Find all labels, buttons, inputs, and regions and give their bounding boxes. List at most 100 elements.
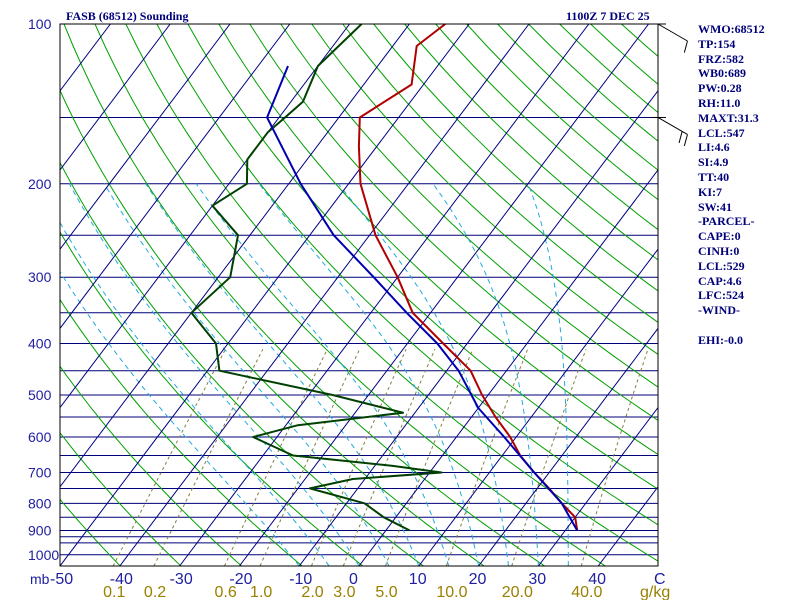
dry-adiabat-360 — [249, 24, 658, 421]
isotherm-lines — [0, 24, 658, 566]
mixing-ratio-5 — [384, 349, 474, 566]
chart-title: FASB (68512) Sounding — [66, 9, 188, 23]
dry-adiabat-310 — [94, 24, 606, 566]
temperature-tick-30: 30 — [528, 571, 546, 588]
isotherm--60 — [60, 24, 410, 488]
moist-adiabat-0 — [68, 183, 360, 566]
wind-barb-0 — [652, 23, 688, 53]
index-line-15: CINH:0 — [698, 243, 740, 258]
temperature-tick-C: C — [654, 571, 666, 588]
dry-adiabat-230 — [60, 498, 121, 566]
isotherm-10 — [418, 248, 658, 566]
pressure-tick-900: 900 — [28, 522, 52, 538]
pressure-tick-1000: 1000 — [28, 547, 59, 563]
dry-adiabat-350 — [218, 24, 658, 456]
dry-adiabat-320 — [125, 24, 658, 562]
dry-adiabat-300 — [63, 24, 545, 566]
index-line-2: FRZ:582 — [698, 51, 744, 66]
pressure-tick-200: 200 — [28, 176, 52, 192]
index-line-16: LCL:529 — [698, 258, 745, 273]
index-line-14: CAPE:0 — [698, 229, 741, 244]
mixing-ratio-20 — [511, 349, 587, 566]
isotherm--110 — [60, 24, 111, 92]
moist-adiabat--5 — [60, 221, 330, 566]
series-dewpoint — [190, 24, 443, 532]
index-line-11: KI:7 — [698, 184, 722, 199]
mixing-ratio-tick-g/kg: g/kg — [640, 584, 670, 600]
index-line-9: SI:4.9 — [698, 155, 729, 170]
moist-adiabat-25 — [337, 183, 509, 566]
index-line-7: LCL:547 — [698, 125, 745, 140]
isotherm--10 — [298, 89, 658, 566]
index-line-6: MAXT:31.3 — [698, 110, 759, 125]
isotherm-20 — [478, 327, 658, 566]
mixing-ratio-tick-0.2: 0.2 — [144, 584, 166, 600]
moist-adiabat-10 — [145, 183, 420, 566]
chart-time: 1100Z 7 DEC 25 — [566, 9, 650, 23]
dry-adiabat-330 — [156, 24, 658, 526]
mixing-ratio-lines — [112, 348, 649, 566]
mixing-ratio-tick-0.1: 0.1 — [103, 584, 125, 600]
pressure-tick-600: 600 — [28, 429, 52, 445]
temperature-tick-40: 40 — [588, 571, 606, 588]
isotherm-30 — [538, 406, 658, 566]
index-line-3: WB0:689 — [698, 66, 746, 81]
moist-adiabat-5 — [103, 183, 390, 566]
isotherm--90 — [60, 24, 231, 251]
index-line-4: PW:0.28 — [698, 81, 742, 96]
profile-series — [190, 24, 579, 532]
wind-barb-1 — [652, 116, 688, 147]
moist-adiabat-35 — [527, 183, 569, 566]
isotherm--30 — [179, 24, 590, 566]
pressure-tick-800: 800 — [28, 495, 52, 511]
isobar-lines — [60, 24, 658, 566]
pressure-unit: mb — [30, 571, 50, 587]
isotherm--100 — [60, 24, 171, 171]
temperature-tick--50: -50 — [50, 571, 73, 588]
index-line-18: LFC:524 — [698, 288, 744, 303]
moist-adiabat--10 — [60, 270, 300, 566]
mixing-ratio-1 — [259, 348, 361, 566]
dry-adiabats — [60, 24, 658, 566]
temperature-tick-0: 0 — [349, 571, 358, 588]
isotherm--50 — [60, 24, 470, 566]
temperature-tick-10: 10 — [409, 571, 427, 588]
mixing-ratio-tick-0.6: 0.6 — [214, 584, 236, 600]
mixing-ratio-tick-2.0: 2.0 — [301, 584, 323, 600]
isotherm--120 — [0, 24, 51, 566]
pressure-tick-100: 100 — [28, 16, 52, 32]
mixing-ratio-40 — [580, 349, 649, 566]
dry-adiabat-400 — [373, 24, 658, 292]
mixing-ratio-0.6 — [224, 348, 328, 566]
mixing-ratio-0.1 — [112, 348, 226, 566]
index-line-20 — [698, 318, 798, 333]
dry-adiabat-280 — [60, 161, 424, 566]
dry-adiabat-380 — [311, 24, 658, 355]
index-line-19: -WIND- — [698, 303, 740, 318]
temperature-tick--10: -10 — [289, 571, 312, 588]
index-line-12: SW:41 — [698, 199, 733, 214]
dry-adiabat-290 — [60, 89, 485, 566]
dry-adiabat-250 — [60, 365, 242, 566]
mixing-ratio-0.2 — [153, 348, 264, 566]
index-line-1: TP:154 — [698, 36, 736, 51]
plot-border — [59, 23, 659, 567]
index-line-17: CAP:4.6 — [698, 273, 742, 288]
isotherm-0 — [358, 169, 658, 566]
mixing-ratio-tick-1.0: 1.0 — [250, 584, 272, 600]
isotherm--80 — [60, 24, 291, 330]
dry-adiabat-270 — [60, 230, 364, 566]
temperature-tick--20: -20 — [229, 571, 252, 588]
dry-adiabat-410 — [404, 24, 658, 261]
mixing-ratio-2 — [310, 348, 407, 566]
pressure-tick-300: 300 — [28, 269, 52, 285]
pressure-tick-700: 700 — [28, 465, 52, 481]
temperature-tick--40: -40 — [110, 571, 133, 588]
index-line-0: WMO:68512 — [698, 22, 765, 36]
moist-adiabat-15 — [195, 183, 450, 566]
indices-panel: WMO:68512 TP:154 FRZ:582 WB0:689 PW:0.28 RH:1… — [698, 22, 798, 348]
temperature-tick--30: -30 — [170, 571, 193, 588]
